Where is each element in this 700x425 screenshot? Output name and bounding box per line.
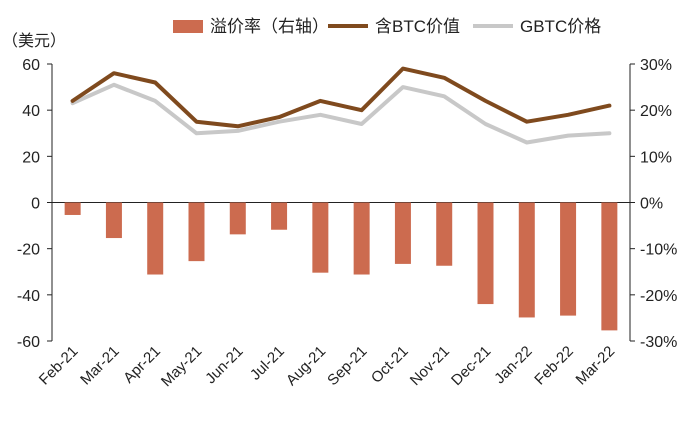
- line-gbtc-price: [70, 82, 612, 145]
- bar-premium-jun-21: [229, 202, 246, 235]
- line-btc-value: [70, 66, 612, 129]
- right-tick-label: -30%: [640, 334, 677, 351]
- legend-label-gbtc-price: GBTC价格: [520, 17, 601, 36]
- legend-label-btc-value: 含BTC价值: [375, 17, 460, 36]
- x-tick-label-apr-21: Apr-21: [120, 343, 164, 387]
- right-tick-label: 30%: [640, 57, 672, 74]
- x-tick-label-feb-22: Feb-22: [531, 343, 577, 389]
- bar-premium-aug-21: [312, 202, 329, 273]
- bar-premium-feb-21: [64, 202, 81, 215]
- legend: 溢价率（右轴） 含BTC价值 GBTC价格: [173, 17, 601, 36]
- bar-premium-sep-21: [353, 202, 370, 275]
- legend-label-premium: 溢价率（右轴）: [210, 17, 329, 36]
- legend-swatch-premium: [173, 20, 203, 33]
- lines: [70, 66, 612, 145]
- x-tick-label-jan-22: Jan-22: [491, 343, 535, 387]
- x-tick-label-dec-21: Dec-21: [448, 343, 494, 389]
- left-axis-unit: （美元）: [2, 32, 66, 50]
- left-tick-label: 40: [22, 103, 40, 120]
- bar-premium-dec-21: [477, 202, 494, 305]
- left-tick-label: -20: [17, 242, 40, 259]
- left-tick-label: -40: [17, 288, 40, 305]
- x-tick-label-may-21: May-21: [158, 343, 205, 390]
- right-tick-label: -10%: [640, 242, 677, 259]
- right-tick-label: 10%: [640, 149, 672, 166]
- left-tick-label: 60: [22, 57, 40, 74]
- x-tick-label-jun-21: Jun-21: [202, 343, 246, 387]
- x-tick-label-oct-21: Oct-21: [368, 343, 412, 387]
- x-tick-label-sep-21: Sep-21: [324, 343, 370, 389]
- right-tick-label: 20%: [640, 103, 672, 120]
- left-tick-label: 20: [22, 149, 40, 166]
- x-tick-label-mar-22: Mar-22: [573, 343, 619, 389]
- bar-premium-jul-21: [271, 202, 288, 230]
- x-tick-label-aug-21: Aug-21: [283, 343, 329, 389]
- left-tick-label: -60: [17, 334, 40, 351]
- bars: [64, 202, 618, 331]
- right-tick-label: -20%: [640, 288, 677, 305]
- bar-premium-mar-21: [105, 202, 122, 239]
- bar-premium-oct-21: [394, 202, 411, 264]
- bar-premium-may-21: [188, 202, 205, 262]
- axes: -60 -40 -20 0 20 40 60 -30% -20% -10% 0% 10% 20% 30%: [17, 57, 677, 351]
- bar-premium-nov-21: [436, 202, 453, 266]
- x-tick-label-feb-21: Feb-21: [36, 343, 82, 389]
- x-tick-label-jul-21: Jul-21: [247, 343, 288, 384]
- left-tick-label: 0: [31, 196, 40, 213]
- bar-premium-jan-22: [518, 202, 535, 318]
- x-tick-label-nov-21: Nov-21: [407, 343, 453, 389]
- bar-premium-feb-22: [560, 202, 577, 316]
- x-tick-label-mar-21: Mar-21: [77, 343, 123, 389]
- bar-premium-mar-22: [601, 202, 618, 331]
- bar-premium-apr-21: [147, 202, 164, 275]
- right-tick-label: 0%: [640, 196, 663, 213]
